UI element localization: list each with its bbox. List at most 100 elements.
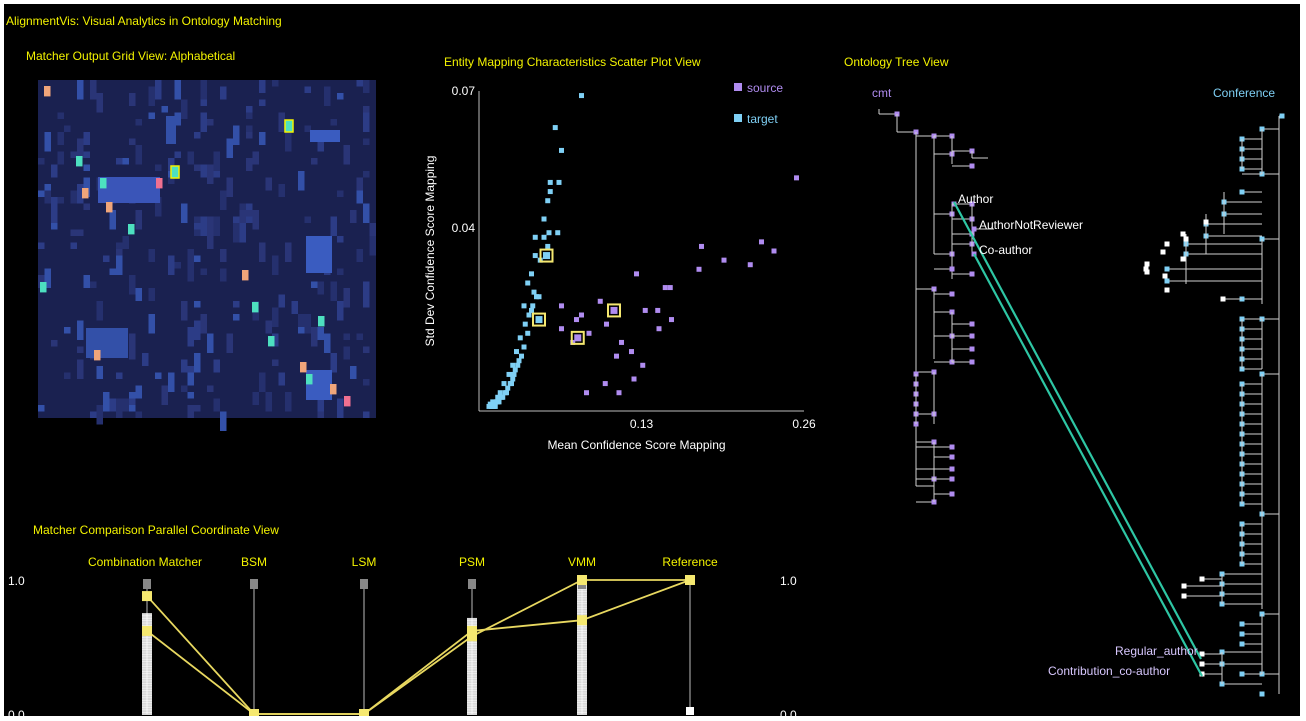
parallel-series-point[interactable] (249, 709, 259, 716)
target-point[interactable] (536, 294, 542, 300)
grid-cell[interactable] (135, 288, 143, 301)
grid-cell[interactable] (369, 223, 377, 236)
grid-cell[interactable] (83, 177, 91, 198)
target-point[interactable] (511, 371, 517, 377)
source-point[interactable] (642, 307, 648, 313)
target-point[interactable] (547, 179, 553, 185)
grid-cell[interactable] (369, 236, 377, 256)
grid-cell[interactable] (213, 398, 221, 412)
source-point[interactable] (759, 239, 764, 245)
source-point[interactable] (586, 330, 592, 336)
parallel-series-point[interactable] (467, 625, 477, 636)
grid-cell[interactable] (337, 190, 344, 198)
grid-cell[interactable] (298, 314, 305, 334)
grid-cell[interactable] (155, 164, 162, 172)
grid-cell[interactable] (220, 86, 227, 100)
parallel-coordinates[interactable]: Combination Matcher BSM LSM PSM VMM Reference… (4, 544, 824, 716)
grid-cell[interactable] (246, 112, 253, 120)
grid-cell[interactable] (285, 132, 292, 152)
tree-node[interactable] (969, 346, 975, 352)
grid-cell[interactable] (285, 242, 292, 263)
grid-cell[interactable] (90, 80, 97, 100)
selected-point-outline[interactable] (570, 330, 585, 345)
scatter-plot[interactable]: 0.07 0.04 0.13 0.26 Mean Confidence Score Ma… (404, 74, 824, 454)
grid-cell[interactable] (363, 112, 370, 133)
grid-cell[interactable] (363, 80, 370, 93)
parallel-series-point[interactable] (142, 625, 152, 636)
target-point[interactable] (514, 349, 519, 355)
grid-cell[interactable] (181, 385, 188, 393)
grid-cell[interactable] (194, 132, 201, 139)
grid-highlight-cell[interactable] (300, 362, 307, 373)
source-point[interactable] (619, 339, 624, 345)
grid-highlight-cell[interactable] (318, 316, 325, 327)
grid-cell[interactable] (239, 203, 247, 211)
grid-cell[interactable] (207, 164, 214, 185)
grid-cell[interactable] (337, 93, 344, 100)
grid-block[interactable] (166, 116, 176, 144)
source-root-label[interactable]: cmt (872, 86, 892, 100)
selected-point-outline[interactable] (539, 248, 554, 263)
tree-node[interactable] (949, 444, 955, 450)
grid-highlight-cell[interactable] (252, 302, 259, 313)
grid-cell[interactable] (343, 346, 351, 360)
target-point[interactable] (556, 179, 562, 185)
parallel-series-point[interactable] (359, 709, 369, 716)
grid-cell[interactable] (233, 301, 240, 308)
target-point[interactable] (532, 234, 538, 240)
grid-cell[interactable] (187, 366, 195, 373)
grid-cell[interactable] (142, 353, 149, 366)
target-point[interactable] (526, 312, 532, 318)
grid-cell[interactable] (363, 288, 370, 308)
grid-cell[interactable] (194, 223, 201, 230)
grid-cell[interactable] (116, 262, 123, 275)
grid-cell[interactable] (233, 314, 240, 321)
grid-cell[interactable] (51, 340, 58, 347)
grid-cell[interactable] (96, 301, 104, 321)
target-root-node[interactable] (1279, 113, 1285, 119)
target-point[interactable] (545, 243, 551, 249)
grid-cell[interactable] (324, 86, 331, 107)
grid-cell[interactable] (259, 99, 266, 107)
grid-cell[interactable] (187, 262, 195, 282)
target-point[interactable] (494, 399, 499, 405)
selected-point[interactable] (543, 252, 550, 260)
grid-cell[interactable] (174, 262, 182, 269)
tree-node[interactable] (1199, 661, 1205, 667)
target-point[interactable] (531, 289, 537, 295)
mapping-link-author[interactable] (953, 201, 1202, 660)
grid-cell[interactable] (220, 411, 227, 432)
grid-cell[interactable] (304, 314, 312, 334)
grid-cell[interactable] (38, 242, 45, 250)
grid-cell[interactable] (337, 301, 344, 321)
grid-cell[interactable] (330, 353, 338, 373)
tree-node[interactable] (1199, 576, 1205, 582)
grid-cell[interactable] (207, 333, 214, 354)
target-point[interactable] (499, 394, 504, 400)
tree-node[interactable] (1143, 266, 1149, 272)
grid-cell[interactable] (51, 164, 58, 178)
grid-cell[interactable] (38, 158, 45, 165)
target-point[interactable] (541, 216, 547, 222)
grid-cell[interactable] (291, 301, 299, 314)
grid-cell[interactable] (350, 366, 357, 379)
tree-label-author[interactable]: Author (958, 192, 994, 206)
grid-cell[interactable] (135, 411, 143, 419)
target-point[interactable] (522, 321, 528, 327)
grid-cell[interactable] (116, 398, 123, 419)
grid-cell[interactable] (272, 307, 279, 328)
target-point[interactable] (512, 367, 518, 373)
grid-cell[interactable] (239, 223, 247, 243)
grid-cell[interactable] (44, 184, 52, 191)
grid-selected-cell[interactable] (284, 119, 294, 133)
grid-cell[interactable] (213, 359, 221, 373)
source-point[interactable] (602, 381, 608, 387)
grid-cell[interactable] (181, 99, 188, 120)
grid-cell[interactable] (83, 151, 91, 159)
grid-block[interactable] (306, 236, 332, 273)
grid-cell[interactable] (168, 372, 175, 393)
parallel-series-point[interactable] (467, 631, 477, 642)
grid-cell[interactable] (116, 372, 123, 380)
matcher-output-grid[interactable] (38, 80, 377, 431)
grid-cell[interactable] (187, 249, 195, 269)
